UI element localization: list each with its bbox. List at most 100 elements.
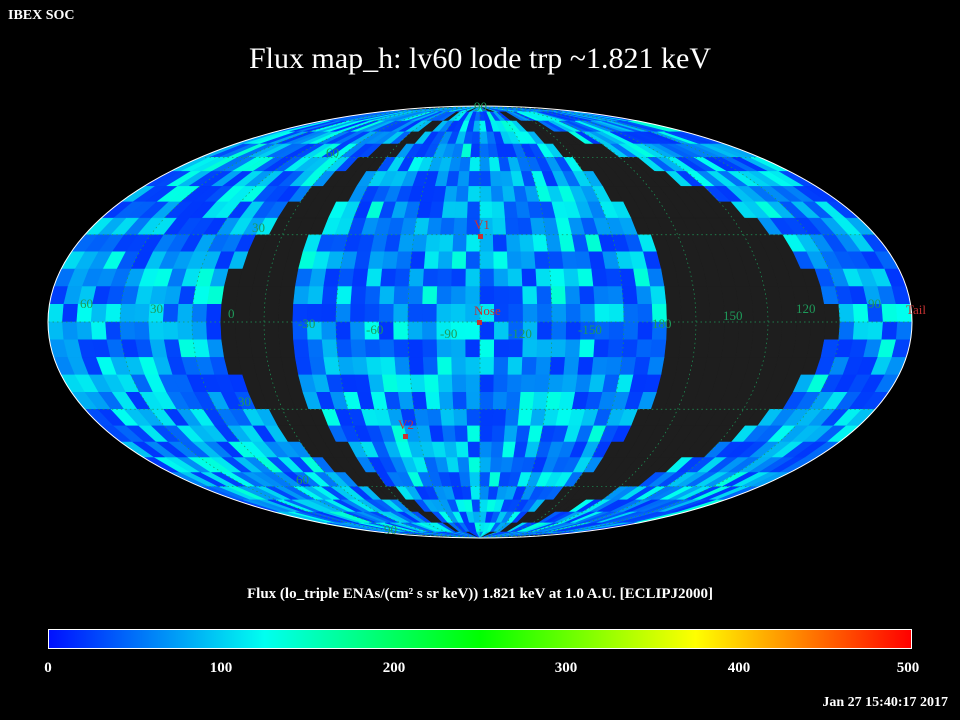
flux-pixel xyxy=(471,499,481,513)
flux-pixel xyxy=(824,321,841,341)
flux-pixel xyxy=(422,321,438,341)
flux-pixel xyxy=(479,143,490,158)
timestamp: Jan 27 15:40:17 2017 xyxy=(822,695,948,710)
flux-pixel xyxy=(90,321,108,341)
flux-pixel xyxy=(491,425,506,443)
flux-pixel xyxy=(479,425,493,443)
flux-pixel xyxy=(479,408,494,427)
flux-pixel xyxy=(521,268,538,287)
flux-pixel xyxy=(206,303,222,323)
flux-pixel xyxy=(881,303,898,323)
flux-pixel xyxy=(425,234,441,253)
flux-pixel xyxy=(436,303,452,323)
flux-pixel xyxy=(350,321,366,341)
flux-pixel xyxy=(621,339,639,358)
flux-pixel xyxy=(394,268,411,287)
lat-label: 30 xyxy=(252,220,265,235)
meridian xyxy=(407,106,481,538)
flux-pixel xyxy=(838,303,855,323)
flux-pixel xyxy=(250,286,268,305)
flux-pixel xyxy=(409,251,426,270)
flux-pixel xyxy=(440,217,456,236)
lat-label: 60 xyxy=(326,145,339,160)
flux-pixel xyxy=(381,374,399,393)
flux-pixel xyxy=(411,234,428,253)
flux-pixel xyxy=(680,303,697,323)
flux-pixel xyxy=(293,339,310,358)
flux-pixel xyxy=(134,321,151,341)
flux-pixel xyxy=(594,303,610,323)
flux-pixel xyxy=(105,303,122,323)
flux-pixel xyxy=(364,303,380,323)
flux-pixel xyxy=(547,374,565,393)
flux-pixel xyxy=(381,251,399,270)
flux-pixel xyxy=(635,286,653,305)
flux-pixel xyxy=(479,339,495,358)
flux-pixel xyxy=(479,457,492,473)
corner-label: IBEX SOC xyxy=(8,8,75,23)
flux-pixel xyxy=(393,286,410,305)
flux-pixel xyxy=(838,321,855,341)
flux-pixel xyxy=(408,357,425,376)
flux-pixel xyxy=(450,303,466,323)
flux-pixel xyxy=(504,217,520,236)
flux-pixel xyxy=(443,186,458,203)
flux-pixel xyxy=(607,286,624,305)
lat-label: 90 xyxy=(474,99,487,114)
flux-pixel xyxy=(454,425,469,443)
flux-pixel xyxy=(467,441,481,458)
flux-pixel xyxy=(508,303,524,323)
flux-pixel xyxy=(351,268,369,287)
flux-pixel xyxy=(465,357,481,376)
flux-pixel xyxy=(351,357,369,376)
flux-pixel xyxy=(335,303,352,323)
flux-pixel xyxy=(852,303,870,323)
flux-pixel xyxy=(678,286,696,305)
flux-pixel xyxy=(437,374,454,393)
colorbar-tick: 500 xyxy=(896,660,920,676)
flux-pixel xyxy=(591,268,609,287)
flux-pixel xyxy=(451,268,467,287)
flux-pixel xyxy=(249,321,266,341)
flux-pixel xyxy=(48,303,65,323)
meridian xyxy=(479,106,553,538)
flux-pixel xyxy=(550,339,567,358)
flux-pixel xyxy=(852,321,870,341)
flux-pixel xyxy=(520,374,537,393)
map-border xyxy=(47,105,913,539)
flux-pixel xyxy=(465,339,481,358)
marker-label-v1: V1 xyxy=(474,217,490,232)
colorbar xyxy=(48,629,912,649)
flux-pixel xyxy=(438,234,454,253)
flux-pixel xyxy=(76,321,93,341)
flux-pixel xyxy=(321,303,337,323)
flux-pixel xyxy=(323,357,341,376)
flux-pixel xyxy=(422,339,438,358)
flux-pixel xyxy=(867,321,884,341)
flux-pixel xyxy=(468,171,481,187)
flux-pixel xyxy=(422,357,439,376)
flux-pixel xyxy=(465,286,481,305)
marker-label-nose: Nose xyxy=(474,303,501,318)
flux-pixel xyxy=(506,374,523,393)
lon-label: -30 xyxy=(298,316,315,331)
flux-pixel xyxy=(579,286,596,305)
flux-pixel xyxy=(493,339,510,358)
flux-pixel xyxy=(235,286,254,305)
flux-pixel xyxy=(278,339,296,358)
flux-pixel xyxy=(752,321,769,341)
flux-pixel xyxy=(221,339,239,358)
flux-pixel xyxy=(307,339,325,358)
flux-pixel xyxy=(471,131,481,145)
flux-pixel xyxy=(519,234,535,253)
colorbar-tick: 300 xyxy=(554,660,578,676)
flux-pixel xyxy=(563,357,580,376)
flux-pixel xyxy=(536,339,553,358)
flux-pixel xyxy=(738,321,754,341)
flux-pixel xyxy=(119,321,136,341)
flux-pixel xyxy=(579,339,596,358)
flux-pixel xyxy=(795,321,812,341)
flux-pixel xyxy=(549,357,566,376)
flux-pixel xyxy=(692,286,710,305)
